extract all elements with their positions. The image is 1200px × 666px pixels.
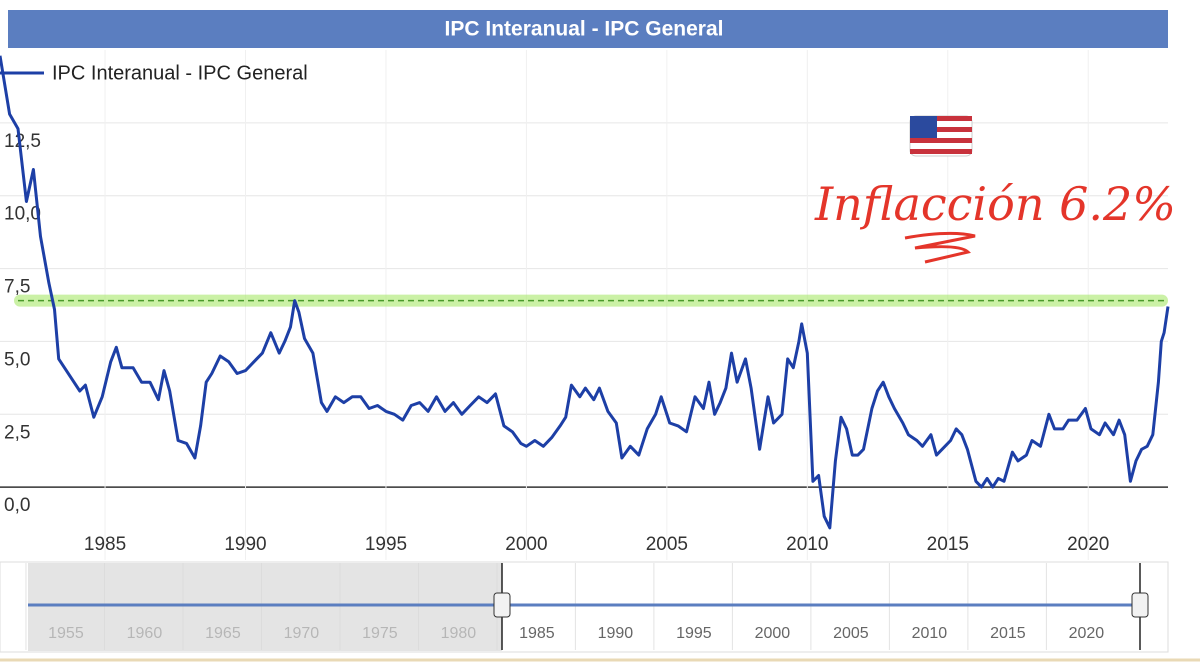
navigator-tick-label: 2020 <box>1069 625 1105 642</box>
x-tick-label: 1985 <box>84 534 126 555</box>
x-tick-label: 2020 <box>1067 534 1109 555</box>
x-tick-label: 1995 <box>365 534 407 555</box>
navigator-mask <box>28 563 502 651</box>
x-tick-label: 2000 <box>505 534 547 555</box>
grid: 0,0 2,5 5,0 7,5 10,0 12,5 1985 1990 1995 2000 2005… <box>0 50 1168 560</box>
series-line <box>0 55 1170 530</box>
y-tick-label: 5,0 <box>4 349 30 370</box>
chart-title: IPC Interanual - IPC General <box>445 18 724 41</box>
y-tick-label: 0,0 <box>4 495 30 516</box>
navigator-tick-label: 1985 <box>519 625 555 642</box>
x-tick-label: 2015 <box>927 534 969 555</box>
title-bar <box>8 10 1168 48</box>
navigator-handle[interactable] <box>493 592 511 618</box>
navigator-tick-label: 1995 <box>676 625 712 642</box>
navigator-tick-label: 2010 <box>912 625 948 642</box>
navigator-tick-label: 2015 <box>990 625 1026 642</box>
y-tick-label: 10,0 <box>4 204 41 225</box>
y-tick-label: 7,5 <box>4 277 30 298</box>
y-tick-label: 2,5 <box>4 422 30 443</box>
annotation-underline <box>904 231 976 264</box>
x-tick-label: 2005 <box>646 534 688 555</box>
legend-label[interactable]: IPC Interanual - IPC General <box>52 62 308 84</box>
y-tick-label: 12,5 <box>4 131 41 152</box>
navigator-tick-label: 2000 <box>755 625 791 642</box>
navigator-tick-label: 2005 <box>833 625 869 642</box>
x-tick-label: 1990 <box>224 534 266 555</box>
navigator-tick-label: 1990 <box>598 625 634 642</box>
x-tick-label: 2010 <box>786 534 828 555</box>
flag-icon <box>909 115 973 157</box>
navigator-handle[interactable] <box>1131 592 1149 618</box>
annotation: Inflacción 6.2% <box>814 177 1176 231</box>
plot-area <box>0 55 1170 530</box>
